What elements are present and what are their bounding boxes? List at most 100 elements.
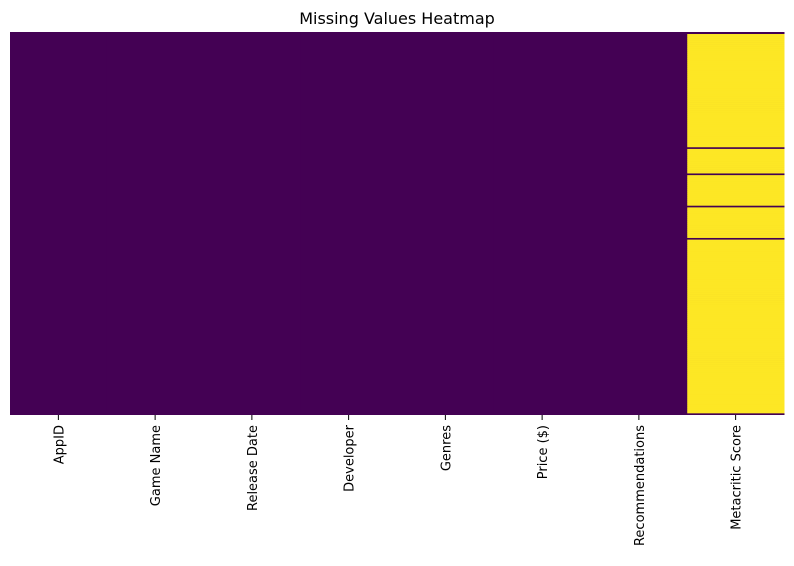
heatmap-cell-missing <box>687 213 785 216</box>
heatmap-cell-missing <box>687 376 785 380</box>
heatmap-cell-missing <box>687 156 785 160</box>
heatmap-cell-missing <box>687 209 785 212</box>
heatmap-cell-missing <box>687 108 785 111</box>
heatmap-cell-missing <box>687 158 785 162</box>
heatmap-cell-missing <box>687 306 785 309</box>
heatmap-cell-missing <box>687 312 785 315</box>
heatmap-cell-missing <box>687 219 785 222</box>
heatmap-cell-missing <box>687 227 785 230</box>
heatmap-cell-missing <box>687 344 785 347</box>
heatmap-cell-missing <box>687 253 785 257</box>
x-tick-label: Release Date <box>246 425 261 511</box>
heatmap-cell-missing <box>687 273 785 277</box>
heatmap-cell-missing <box>687 360 785 363</box>
heatmap-cell-missing <box>687 243 785 247</box>
heatmap-cell-missing <box>687 314 785 317</box>
heatmap-cell-missing <box>687 384 785 388</box>
heatmap-cell-missing <box>687 163 785 166</box>
heatmap-cell-missing <box>687 134 785 138</box>
heatmap-cell-missing <box>687 217 785 220</box>
heatmap-cell-missing <box>687 352 785 355</box>
heatmap-cell-missing <box>687 150 785 154</box>
heatmap-cell-missing <box>687 48 785 51</box>
heatmap-cells <box>10 32 785 415</box>
heatmap-cell-missing <box>687 34 785 37</box>
x-tick-label: Genres <box>439 425 454 471</box>
heatmap-cell-missing <box>687 320 785 323</box>
heatmap-cell-missing <box>687 392 785 396</box>
heatmap-cell-missing <box>687 92 785 95</box>
heatmap-cell-missing <box>687 42 785 45</box>
x-tick-label: Price ($) <box>536 425 551 479</box>
heatmap-cell-missing <box>687 400 785 404</box>
heatmap-cell-missing <box>687 60 785 63</box>
heatmap-cell-missing <box>687 203 785 206</box>
heatmap-cell-missing <box>687 398 785 402</box>
heatmap-cell-missing <box>687 338 785 341</box>
heatmap-cell-missing <box>687 116 785 120</box>
heatmap-cell-missing <box>687 126 785 130</box>
heatmap-cell-missing <box>687 102 785 105</box>
heatmap-cell-missing <box>687 292 785 295</box>
x-tick-label: Recommendations <box>633 425 648 546</box>
heatmap-cell-missing <box>687 316 785 319</box>
heatmap-cell-missing <box>687 68 785 71</box>
heatmap-cell-missing <box>687 370 785 374</box>
heatmap-cell-missing <box>687 64 785 67</box>
heatmap-cell-missing <box>687 128 785 132</box>
heatmap-cell-missing <box>687 296 785 299</box>
heatmap-cell-missing <box>687 308 785 311</box>
heatmap-column-game-name <box>106 32 204 415</box>
heatmap-column-release-date <box>203 32 301 415</box>
heatmap-cell-missing <box>687 259 785 263</box>
heatmap-cell-missing <box>687 386 785 390</box>
heatmap-cell-missing <box>687 171 785 174</box>
heatmap-cell-missing <box>687 261 785 265</box>
heatmap-column-price <box>493 32 591 415</box>
heatmap-cell-missing <box>687 211 785 214</box>
heatmap-cell-missing <box>687 138 785 142</box>
heatmap-cell-missing <box>687 78 785 81</box>
heatmap-cell-missing <box>687 114 785 118</box>
heatmap-cell-missing <box>687 396 785 400</box>
heatmap-cell-missing <box>687 74 785 77</box>
heatmap-cell-missing <box>687 372 785 376</box>
heatmap-cell-missing <box>687 40 785 43</box>
heatmap-cell-missing <box>687 406 785 410</box>
heatmap-cell-missing <box>687 58 785 61</box>
heatmap-cell-missing <box>687 169 785 172</box>
heatmap-cell-missing <box>687 104 785 107</box>
heatmap-cell-missing <box>687 326 785 329</box>
heatmap-cell-missing <box>687 98 785 101</box>
heatmap-cell-missing <box>687 229 785 232</box>
heatmap-cell-missing <box>687 362 785 365</box>
heatmap-cell-missing <box>687 294 785 297</box>
heatmap-cell-missing <box>687 342 785 345</box>
heatmap-cell-missing <box>687 167 785 170</box>
heatmap-cell-missing <box>687 185 785 188</box>
heatmap-cell-missing <box>687 52 785 55</box>
heatmap-cell-missing <box>687 88 785 91</box>
heatmap-cell-missing <box>687 263 785 267</box>
heatmap-cell-missing <box>687 100 785 103</box>
heatmap-cell-missing <box>687 378 785 382</box>
heatmap-cell-missing <box>687 80 785 83</box>
heatmap-cell-missing <box>687 144 785 148</box>
heatmap-cell-missing <box>687 404 785 408</box>
heatmap-cell-missing <box>687 334 785 337</box>
heatmap-cell-missing <box>687 124 785 128</box>
heatmap-cell-missing <box>687 118 785 122</box>
heatmap-cell-missing <box>687 336 785 339</box>
heatmap-cell-missing <box>687 279 785 283</box>
heatmap-cell-missing <box>687 271 785 275</box>
heatmap-cell-missing <box>687 36 785 39</box>
heatmap-cell-missing <box>687 187 785 190</box>
heatmap-cell-missing <box>687 199 785 202</box>
heatmap-cell-missing <box>687 189 785 192</box>
heatmap-cell-missing <box>687 281 785 285</box>
heatmap-cell-missing <box>687 120 785 124</box>
heatmap-cell-missing <box>687 410 785 414</box>
heatmap-cell-missing <box>687 322 785 325</box>
heatmap-cell-missing <box>687 179 785 182</box>
